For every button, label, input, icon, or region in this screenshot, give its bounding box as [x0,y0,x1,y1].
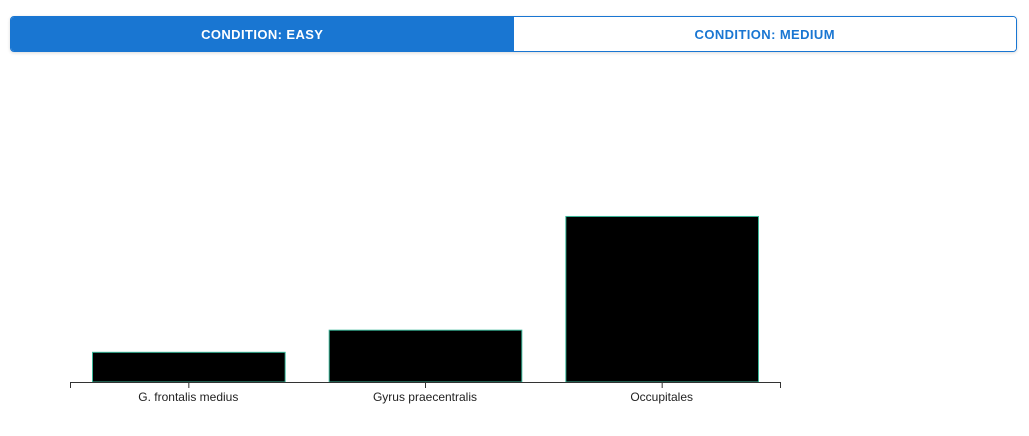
bar-chart-svg: G. frontalis medius Gyrus praecentralis Oc… [70,215,781,404]
tab-condition-medium[interactable]: CONDITION: MEDIUM [513,17,1016,51]
x-tick-label-1: Gyrus praecentralis [373,390,477,404]
bar-2 [565,215,759,383]
bar-1 [328,329,523,383]
tab-condition-easy[interactable]: CONDITION: EASY [11,17,514,51]
x-tick-label-2: Occupitales [630,390,693,404]
condition-tabs: CONDITION: EASY CONDITION: MEDIUM [10,16,1017,52]
bar-chart: G. frontalis medius Gyrus praecentralis Oc… [0,60,1029,431]
x-tick-label-0: G. frontalis medius [138,390,238,404]
bar-0 [92,351,286,383]
